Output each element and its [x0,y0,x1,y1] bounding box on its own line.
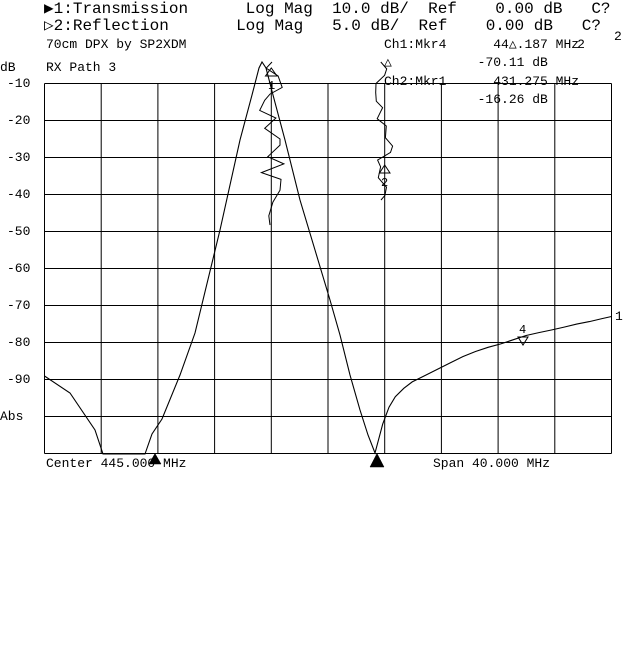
svg-text:1: 1 [268,79,275,93]
svg-text:4: 4 [519,323,526,337]
svg-text:2: 2 [381,176,388,190]
svg-text:2: 2 [614,29,622,44]
svg-text:1: 1 [615,309,623,324]
